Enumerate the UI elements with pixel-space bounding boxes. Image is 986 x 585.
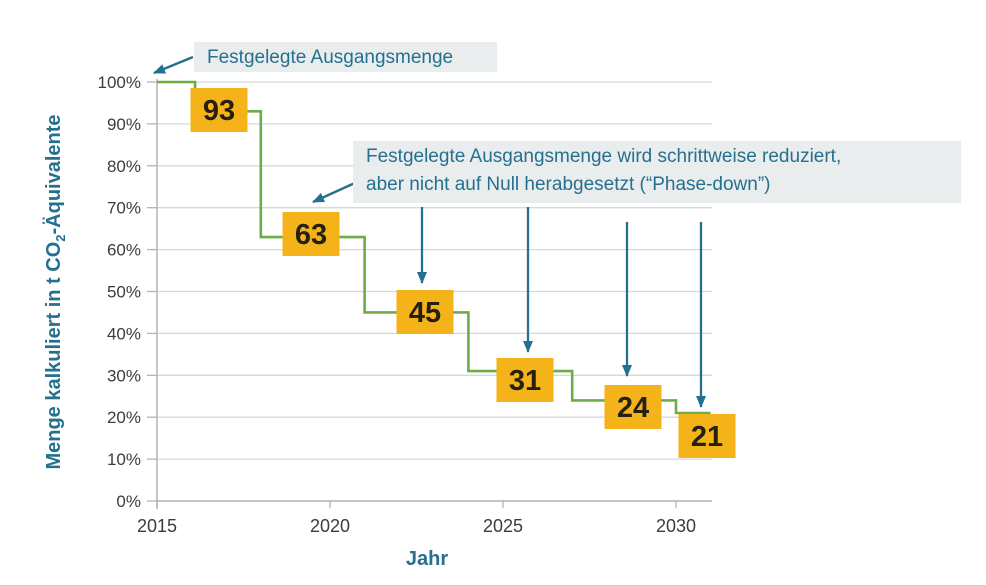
value-badge: 31 [496, 358, 554, 402]
y-axis-title-pre: Menge kalkuliert in t CO [43, 241, 65, 470]
annotation-start-text: Festgelegte Ausgangsmenge [207, 47, 454, 68]
value-badge-box [678, 414, 736, 458]
y-tick-label: 90% [107, 115, 141, 134]
annotation-start: Festgelegte Ausgangsmenge [194, 42, 497, 72]
x-tick-label: 2030 [656, 516, 696, 536]
x-tick-label: 2025 [483, 516, 523, 536]
value-badge-text: 24 [617, 392, 649, 424]
annotation-phase-down-line1: Festgelegte Ausgangsmenge wird schrittwe… [366, 146, 842, 167]
y-axis-title-post: -Äquivalente [43, 114, 65, 235]
value-badge-text: 45 [409, 297, 441, 329]
x-tick-label: 2020 [310, 516, 350, 536]
value-badge: 21 [678, 414, 736, 458]
annotation-phase-down: Festgelegte Ausgangsmenge wird schrittwe… [353, 141, 961, 203]
y-tick-label: 40% [107, 324, 141, 343]
value-badge-box [604, 385, 662, 429]
annotation-phase-down-line2: aber nicht auf Null herabgesetzt (“Phase… [366, 174, 771, 195]
y-axis-title-sub: 2 [53, 234, 68, 242]
y-tick-label: 10% [107, 450, 141, 469]
value-badge-box [282, 212, 340, 256]
y-tick-label: 50% [107, 283, 141, 302]
y-tick-label: 60% [107, 241, 141, 260]
y-tick-label: 80% [107, 157, 141, 176]
value-badge: 63 [282, 212, 340, 256]
value-badge: 45 [396, 290, 454, 334]
y-tick-label: 0% [116, 492, 141, 511]
y-axis-title: Menge kalkuliert in t CO2-Äquivalente [43, 75, 73, 509]
value-badge-text: 21 [691, 421, 723, 453]
y-tick-label: 30% [107, 366, 141, 385]
value-badge-box [396, 290, 454, 334]
y-tick-label: 20% [107, 408, 141, 427]
x-tick-label: 2015 [137, 516, 177, 536]
y-tick-label: 100% [98, 73, 141, 92]
value-badge-text: 93 [203, 95, 235, 127]
value-badge-text: 31 [509, 365, 541, 397]
value-badge: 24 [604, 385, 662, 429]
value-badge-box [496, 358, 554, 402]
x-axis-title: Jahr [405, 548, 449, 570]
value-badge: 93 [190, 88, 248, 132]
arrow-to-start [153, 55, 194, 75]
value-badge-box [190, 88, 248, 132]
arrow-to-63 [312, 180, 358, 204]
y-tick-label: 70% [107, 199, 141, 218]
value-badge-text: 63 [295, 219, 327, 251]
